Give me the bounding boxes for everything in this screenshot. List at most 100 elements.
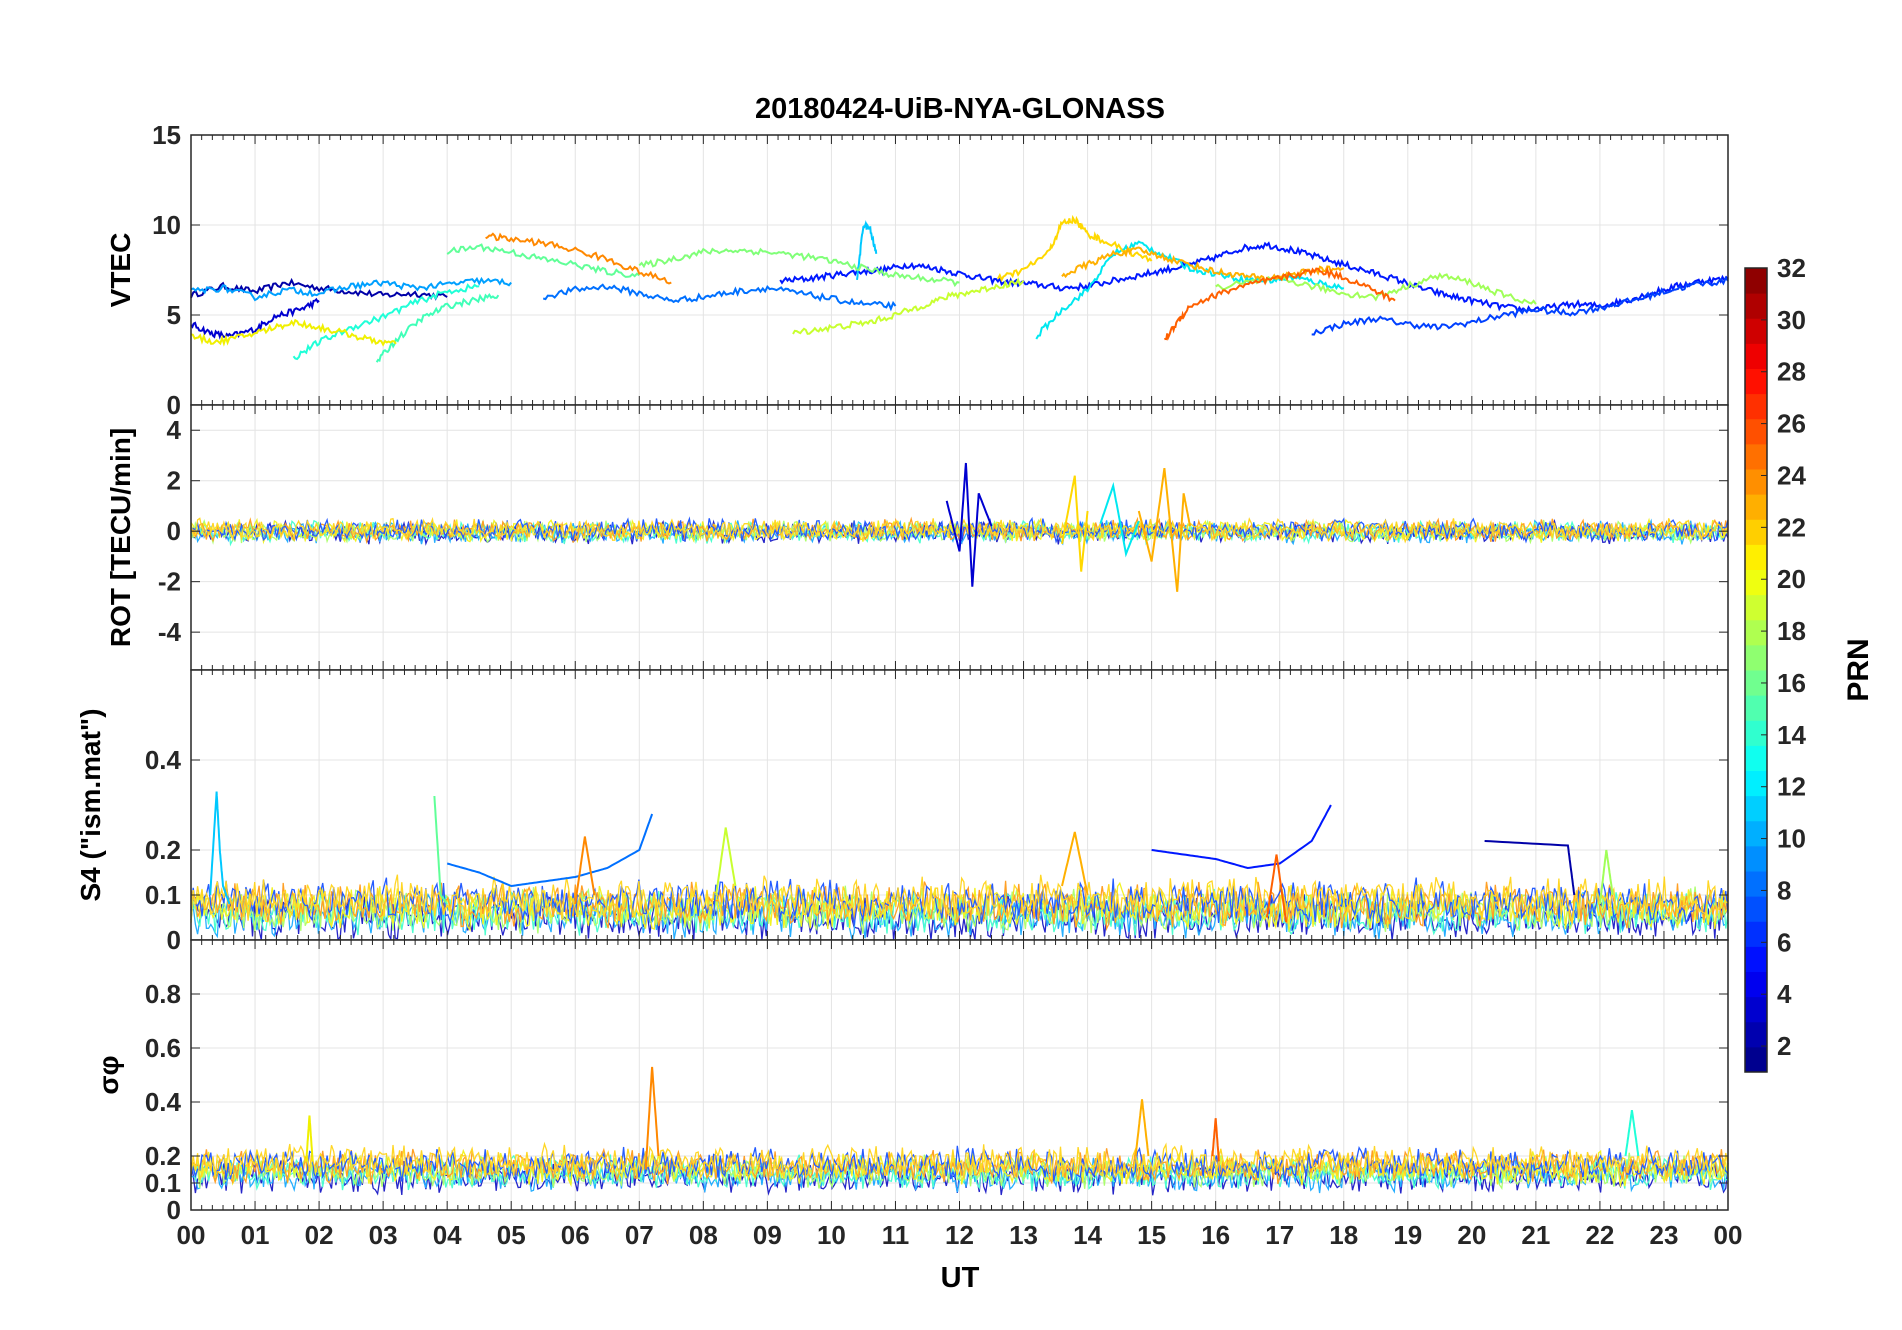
x-tick-label: 01 (241, 1220, 270, 1250)
x-tick-label: 00 (1714, 1220, 1743, 1250)
colorbar-segment (1745, 971, 1767, 998)
colorbar-segment (1745, 619, 1767, 646)
colorbar-tick-label: 16 (1777, 668, 1806, 698)
y-tick-label: 0.4 (145, 745, 182, 775)
colorbar-tick-label: 30 (1777, 305, 1806, 335)
colorbar-segment (1745, 544, 1767, 570)
series-line-prn-23 (485, 232, 672, 285)
colorbar-tick-label: 24 (1777, 460, 1806, 490)
colorbar-segment (1745, 871, 1767, 897)
y-tick-label: -2 (158, 567, 181, 597)
series-line-prn-24 (1211, 1118, 1220, 1162)
series-layer (305, 1066, 1640, 1170)
noise-trace (190, 516, 1729, 544)
x-tick-label: 04 (433, 1220, 462, 1250)
colorbar-segment (1745, 268, 1767, 294)
noise-trace (190, 877, 1729, 926)
colorbar-segment (1745, 644, 1767, 671)
y-tick-label: -4 (158, 617, 182, 647)
panel-4: 00.10.2 0.4 0.6 0.8 σφ 00 01 02 03 04 05 06 07 08 09 10… (93, 939, 1743, 1250)
x-axis-label: UT (941, 1262, 980, 1294)
series-line-prn-8 (542, 283, 897, 312)
noise-trace (190, 893, 1729, 942)
y-axis-label: VTEC (105, 233, 136, 308)
x-tick-label: 18 (1329, 1220, 1358, 1250)
x-tick-label: 09 (753, 1220, 782, 1250)
x-tick-label: 08 (689, 1220, 718, 1250)
colorbar-segment (1745, 921, 1767, 947)
y-tick-label: 5 (167, 300, 181, 330)
colorbar-tick-label: 10 (1777, 824, 1806, 854)
colorbar-tick-label: 4 (1777, 979, 1792, 1009)
panel-2: -4 -2 0 2 4 ROT [TECU/min] (105, 404, 1729, 671)
x-tick-label: 14 (1073, 1220, 1102, 1250)
x-tick-label: 23 (1649, 1220, 1678, 1250)
colorbar-segment (1745, 519, 1767, 545)
colorbar-tick-label: 28 (1777, 357, 1806, 387)
y-tick-label: 0 (167, 925, 181, 955)
x-tick-label: 19 (1393, 1220, 1422, 1250)
series-layer (209, 791, 1614, 923)
colorbar-segment (1745, 795, 1767, 822)
x-tick-label: 22 (1585, 1220, 1614, 1250)
x-tick-label: 17 (1265, 1220, 1294, 1250)
colorbar-segment (1745, 318, 1767, 344)
series-line-prn-3 (190, 297, 320, 340)
colorbar-segment (1745, 418, 1767, 445)
colorbar-segment (1745, 1021, 1767, 1048)
colorbar-segment (1745, 293, 1767, 319)
y-tick-label: 0.8 (145, 979, 181, 1009)
y-tick-label: 0.1 (145, 1168, 181, 1198)
colorbar-segment (1745, 695, 1767, 721)
colorbar-tick-label: 6 (1777, 927, 1791, 957)
series-line-prn-21 (997, 214, 1153, 283)
figure-title: 20180424-UiB-NYA-GLONASS (755, 93, 1165, 125)
noise-trace (190, 874, 1729, 924)
colorbar-tick-label: 32 (1777, 253, 1806, 283)
series-line-prn-16 (638, 247, 960, 288)
panel-1: 0 5 10 15 VTEC (105, 120, 1729, 420)
y-tick-label: 0 (167, 390, 181, 420)
series-line-prn-17 (1215, 272, 1537, 305)
x-ticks (190, 670, 1729, 940)
series-line-prn-22 (1137, 467, 1192, 592)
x-tick-label: 05 (497, 1220, 526, 1250)
panel-3: 0 0.1 0.2 0.4 S4 ("ism.mat") (75, 669, 1729, 955)
y-tick-label: 0 (167, 516, 181, 546)
series-layer (945, 462, 1192, 592)
y-tick-label: 2 (167, 466, 181, 496)
y-tick-label: 0.2 (145, 1141, 181, 1171)
series-line-prn-22 (1134, 1099, 1150, 1157)
colorbar-segment (1745, 368, 1767, 395)
colorbar-tick-label: 8 (1777, 875, 1791, 905)
colorbar-segment (1745, 1046, 1767, 1073)
colorbar-segment (1745, 393, 1767, 420)
series-line-prn-19 (792, 277, 1025, 335)
x-tick-label: 20 (1457, 1220, 1486, 1250)
colorbar-segment (1745, 770, 1767, 797)
series-line-prn-11 (209, 791, 231, 905)
series-line-prn-12 (1035, 240, 1345, 340)
y-tick-label: 0.6 (145, 1033, 181, 1063)
colorbar-segment (1745, 569, 1767, 596)
y-tick-label: 0.1 (145, 880, 181, 910)
series-line-prn-17 (1598, 849, 1614, 905)
colorbar-segment (1745, 820, 1767, 847)
x-tick-label: 16 (1201, 1220, 1230, 1250)
y-tick-label: 10 (152, 210, 181, 240)
x-tick-label: 21 (1521, 1220, 1550, 1250)
colorbar-segment (1745, 845, 1767, 872)
noise-traces (190, 874, 1729, 942)
x-tick-label: 00 (177, 1220, 206, 1250)
series-line-prn-23 (574, 836, 596, 905)
series-line-prn-14 (375, 293, 500, 363)
x-ticks (190, 405, 1729, 670)
x-tick-label: 13 (1009, 1220, 1038, 1250)
y-tick-label: 0 (167, 1195, 181, 1225)
colorbar-segment (1745, 720, 1767, 746)
series-line-prn-24 (1265, 854, 1288, 923)
colorbar-tick-label: 14 (1777, 720, 1806, 750)
series-line-prn-10 (190, 276, 512, 302)
colorbar-segment (1745, 494, 1767, 520)
